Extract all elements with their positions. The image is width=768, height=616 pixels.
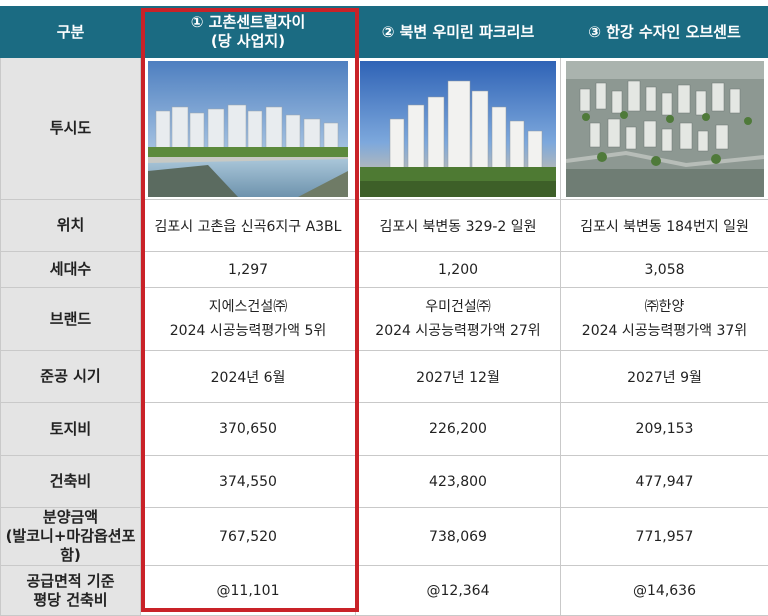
brand-2-company: 우미건설㈜ [425,299,491,315]
row-land-cost: 토지비 370,650 226,200 209,153 [1,403,768,456]
label-sale-price-main: 분양금액 [43,508,98,526]
row-households: 세대수 1,297 1,200 3,058 [1,252,768,288]
location-2: 김포시 북변동 329-2 일원 [356,200,561,252]
land-cost-1: 370,650 [141,403,356,456]
render-image-1 [141,58,356,200]
label-households: 세대수 [1,252,141,288]
header-row: 구분 ① 고촌센트럴자이 (당 사업지) ② 북변 우미린 파크리브 ③ 한강 … [1,7,768,58]
land-cost-2: 226,200 [356,403,561,456]
completion-1: 2024년 6월 [141,351,356,403]
label-per-pyeong-main: 공급면적 기준 [26,572,114,590]
label-per-pyeong: 공급면적 기준 평당 건축비 [1,566,141,616]
header-col1: ① 고촌센트럴자이 (당 사업지) [141,7,356,58]
brand-1-company: 지에스건설㈜ [209,299,287,315]
build-cost-3: 477,947 [561,456,768,508]
header-col1-subtitle: (당 사업지) [211,32,285,50]
brand-1-rank: 2024 시공능력평가액 5위 [170,323,326,339]
per-pyeong-3: @14,636 [561,566,768,616]
households-1: 1,297 [141,252,356,288]
build-cost-1: 374,550 [141,456,356,508]
label-brand: 브랜드 [1,288,141,351]
households-3: 3,058 [561,252,768,288]
label-per-pyeong-sub: 평당 건축비 [33,591,107,609]
render-photo-1 [148,61,348,197]
completion-2: 2027년 12월 [356,351,561,403]
brand-2: 우미건설㈜ 2024 시공능력평가액 27위 [356,288,561,351]
label-sale-price: 분양금액 (발코니+마감옵션포함) [1,508,141,566]
row-per-pyeong: 공급면적 기준 평당 건축비 @11,101 @12,364 @14,636 [1,566,768,616]
label-location: 위치 [1,200,141,252]
label-render: 투시도 [1,58,141,200]
row-location: 위치 김포시 고촌읍 신곡6지구 A3BL 김포시 북변동 329-2 일원 김… [1,200,768,252]
brand-3: ㈜한양 2024 시공능력평가액 37위 [561,288,768,351]
render-image-3 [561,58,768,200]
render-photo-3 [566,61,764,197]
location-3: 김포시 북변동 184번지 일원 [561,200,768,252]
row-completion: 준공 시기 2024년 6월 2027년 12월 2027년 9월 [1,351,768,403]
label-completion: 준공 시기 [1,351,141,403]
completion-3: 2027년 9월 [561,351,768,403]
label-build-cost: 건축비 [1,456,141,508]
households-2: 1,200 [356,252,561,288]
header-col2: ② 북변 우미린 파크리브 [356,7,561,58]
header-col3: ③ 한강 수자인 오브센트 [561,7,768,58]
label-land-cost: 토지비 [1,403,141,456]
sale-price-1: 767,520 [141,508,356,566]
row-build-cost: 건축비 374,550 423,800 477,947 [1,456,768,508]
header-corner: 구분 [1,7,141,58]
brand-3-rank: 2024 시공능력평가액 37위 [582,323,747,339]
per-pyeong-1: @11,101 [141,566,356,616]
header-col1-title: ① 고촌센트럴자이 [191,13,306,31]
row-brand: 브랜드 지에스건설㈜ 2024 시공능력평가액 5위 우미건설㈜ 2024 시공… [1,288,768,351]
per-pyeong-2: @12,364 [356,566,561,616]
render-image-2 [356,58,561,200]
brand-2-rank: 2024 시공능력평가액 27위 [375,323,540,339]
land-cost-3: 209,153 [561,403,768,456]
comparison-table: 구분 ① 고촌센트럴자이 (당 사업지) ② 북변 우미린 파크리브 ③ 한강 … [0,6,768,616]
row-sale-price: 분양금액 (발코니+마감옵션포함) 767,520 738,069 771,95… [1,508,768,566]
location-1: 김포시 고촌읍 신곡6지구 A3BL [141,200,356,252]
render-photo-2 [360,61,556,197]
build-cost-2: 423,800 [356,456,561,508]
brand-1: 지에스건설㈜ 2024 시공능력평가액 5위 [141,288,356,351]
sale-price-2: 738,069 [356,508,561,566]
label-sale-price-note: (발코니+마감옵션포함) [6,527,136,564]
row-render: 투시도 [1,58,768,200]
sale-price-3: 771,957 [561,508,768,566]
brand-3-company: ㈜한양 [645,299,685,315]
